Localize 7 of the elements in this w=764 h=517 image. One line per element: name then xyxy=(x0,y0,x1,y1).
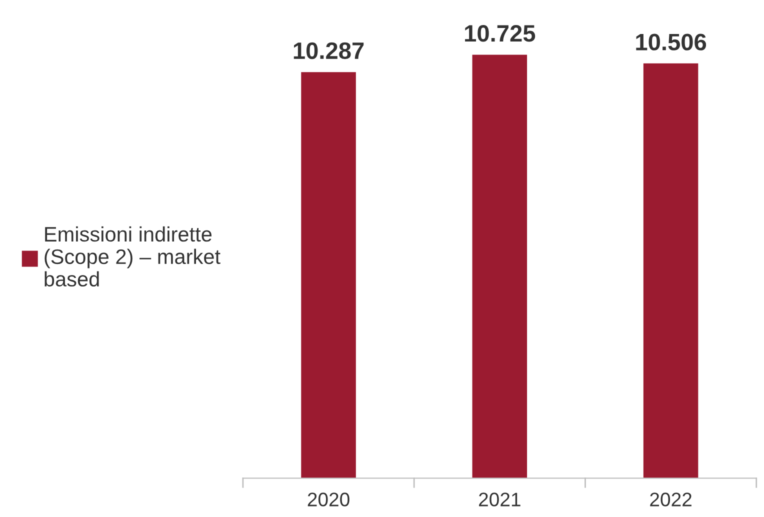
x-tick-label: 2021 xyxy=(479,492,520,506)
data-label: 10.287 xyxy=(294,42,364,60)
data-label: 10.506 xyxy=(636,34,706,50)
x-tick-label: 2020 xyxy=(308,492,350,506)
x-tick-label: 2022 xyxy=(650,492,692,506)
data-label: 10.725 xyxy=(465,25,536,42)
legend-label: Emissioni indirette (Scope 2) – market based xyxy=(44,226,220,287)
